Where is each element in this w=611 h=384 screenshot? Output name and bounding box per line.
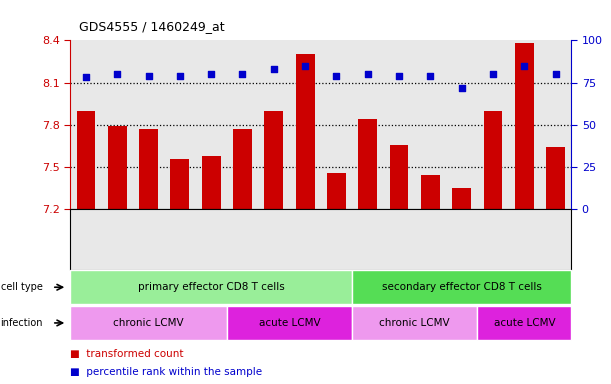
Point (144, 73, 153, 79)
Text: GDS4555 / 1460249_at: GDS4555 / 1460249_at (79, 20, 225, 33)
Bar (484, 111, 502, 384)
Bar (296, 55, 315, 384)
Point (551, 71, 560, 77)
Bar (421, 175, 440, 384)
Point (488, 71, 498, 77)
Point (332, 73, 342, 79)
Text: infection: infection (1, 318, 43, 328)
Bar (202, 156, 221, 384)
Point (363, 71, 373, 77)
Point (269, 66, 279, 72)
Bar (233, 129, 252, 384)
Point (425, 73, 435, 79)
Text: secondary effector CD8 T cells: secondary effector CD8 T cells (382, 282, 541, 292)
Text: ■  percentile rank within the sample: ■ percentile rank within the sample (70, 367, 262, 377)
Bar (359, 119, 377, 384)
Bar (265, 111, 284, 384)
Bar (76, 111, 95, 384)
Text: primary effector CD8 T cells: primary effector CD8 T cells (138, 282, 285, 292)
Text: chronic LCMV: chronic LCMV (113, 318, 184, 328)
Point (519, 63, 529, 69)
Text: acute LCMV: acute LCMV (494, 318, 555, 328)
Bar (515, 43, 534, 384)
Bar (170, 159, 189, 384)
Point (81, 74, 91, 81)
Bar (390, 144, 409, 384)
Text: ■  transformed count: ■ transformed count (70, 349, 184, 359)
Point (207, 71, 216, 77)
Text: acute LCMV: acute LCMV (258, 318, 320, 328)
Bar (327, 173, 346, 384)
Point (238, 71, 247, 77)
Point (457, 84, 467, 91)
Bar (139, 129, 158, 384)
Text: chronic LCMV: chronic LCMV (379, 318, 450, 328)
Point (175, 73, 185, 79)
Point (394, 73, 404, 79)
Bar (546, 147, 565, 384)
Point (112, 71, 122, 77)
Bar (108, 126, 126, 384)
Text: cell type: cell type (1, 282, 43, 292)
Bar (452, 188, 471, 384)
Point (300, 63, 310, 69)
